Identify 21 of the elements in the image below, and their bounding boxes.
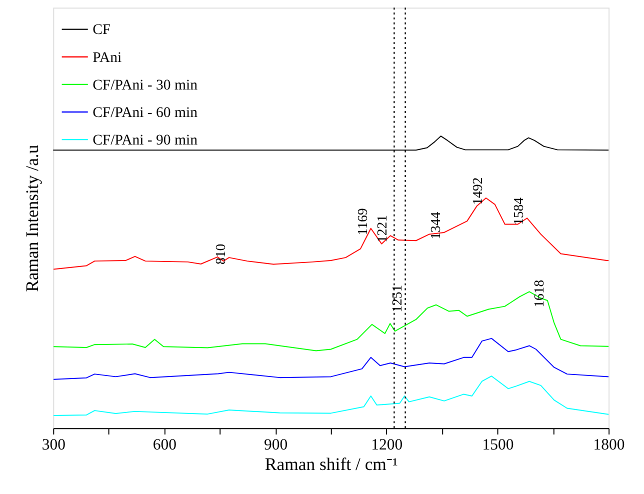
annotation: 810: [213, 244, 228, 264]
legend-label: CF/PAni - 30 min: [92, 77, 198, 94]
y-axis-title: Raman Intensity /a.u: [22, 144, 42, 292]
annotation: 1618: [532, 280, 547, 308]
x-tick-label: 1800: [593, 436, 625, 454]
x-tick-label: 1500: [482, 436, 514, 454]
legend-label: CF/PAni - 90 min: [92, 132, 198, 148]
x-tick-label: 300: [42, 436, 66, 454]
legend-label: CF: [92, 22, 111, 38]
x-tick-label: 900: [264, 436, 288, 454]
legend-label: PAni: [92, 50, 122, 66]
x-axis-title: Raman shift / cm⁻¹: [264, 454, 398, 474]
annotation: 1169: [354, 208, 370, 236]
annotation: 1251: [389, 284, 404, 312]
x-tick-label: 600: [152, 436, 177, 454]
legend-label: CF/PAni - 60 min: [92, 104, 198, 121]
annotation: 1344: [428, 212, 444, 240]
annotation: 1492: [470, 177, 486, 205]
annotation: 1584: [511, 197, 526, 226]
annotation: 1221: [374, 214, 390, 243]
x-tick-label: 1200: [371, 436, 403, 454]
